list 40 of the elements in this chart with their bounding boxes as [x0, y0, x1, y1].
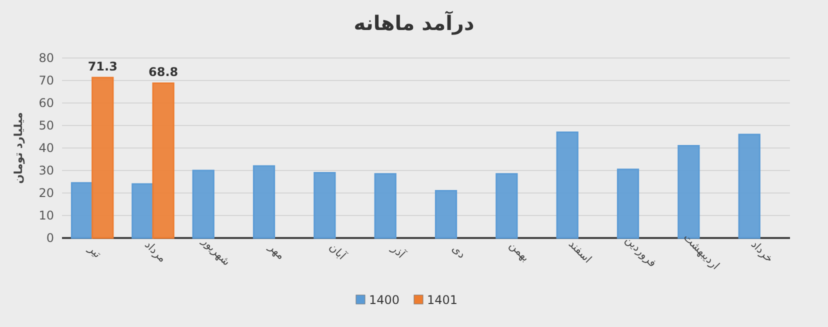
- bar: [152, 82, 174, 239]
- bar: [192, 170, 214, 239]
- x-tick-label: اسفند: [566, 237, 594, 266]
- x-tick-label: خرداد: [748, 238, 776, 266]
- y-tick-label: 10: [38, 208, 54, 222]
- x-tick-label: مرداد: [142, 238, 169, 265]
- x-tick-label: تیر: [85, 242, 104, 261]
- x-tick-label: آذر: [388, 240, 409, 262]
- x-tick-label: شهریور: [198, 234, 233, 268]
- y-tick-label: 70: [38, 74, 54, 88]
- y-tick-label: 60: [38, 96, 54, 110]
- bar: [314, 172, 336, 239]
- x-tick-label: دی: [449, 242, 468, 261]
- bar: [496, 173, 518, 239]
- y-tick-label: 50: [38, 118, 54, 132]
- bar: [252, 165, 276, 239]
- y-tick-label: 0: [46, 231, 54, 245]
- bar: [92, 76, 114, 239]
- chart-title: درآمد ماهانه: [354, 10, 474, 35]
- y-tick-label: 20: [38, 186, 54, 200]
- bar: [374, 173, 396, 239]
- x-tick-label: فروردین: [622, 233, 659, 270]
- legend-label: 1400: [369, 293, 400, 307]
- bar: [556, 132, 578, 239]
- x-tick-label: مهر: [265, 240, 288, 262]
- bar: [70, 182, 94, 239]
- bar: [132, 183, 154, 239]
- y-tick-label: 30: [38, 164, 54, 178]
- legend-label: 1401: [427, 293, 458, 307]
- x-tick-label: اردیبهشت: [680, 230, 722, 272]
- y-axis-title: میلیارد تومان: [12, 112, 25, 184]
- bar: [616, 168, 640, 239]
- data-label: 71.3: [88, 60, 118, 74]
- bar: [738, 134, 760, 239]
- x-tick-label: آبان: [326, 240, 350, 263]
- bar: [434, 190, 458, 239]
- x-tick-label: بهمن: [506, 238, 532, 264]
- y-tick-label: 40: [38, 141, 54, 155]
- y-tick-label: 80: [38, 51, 54, 65]
- data-label: 68.8: [148, 65, 178, 80]
